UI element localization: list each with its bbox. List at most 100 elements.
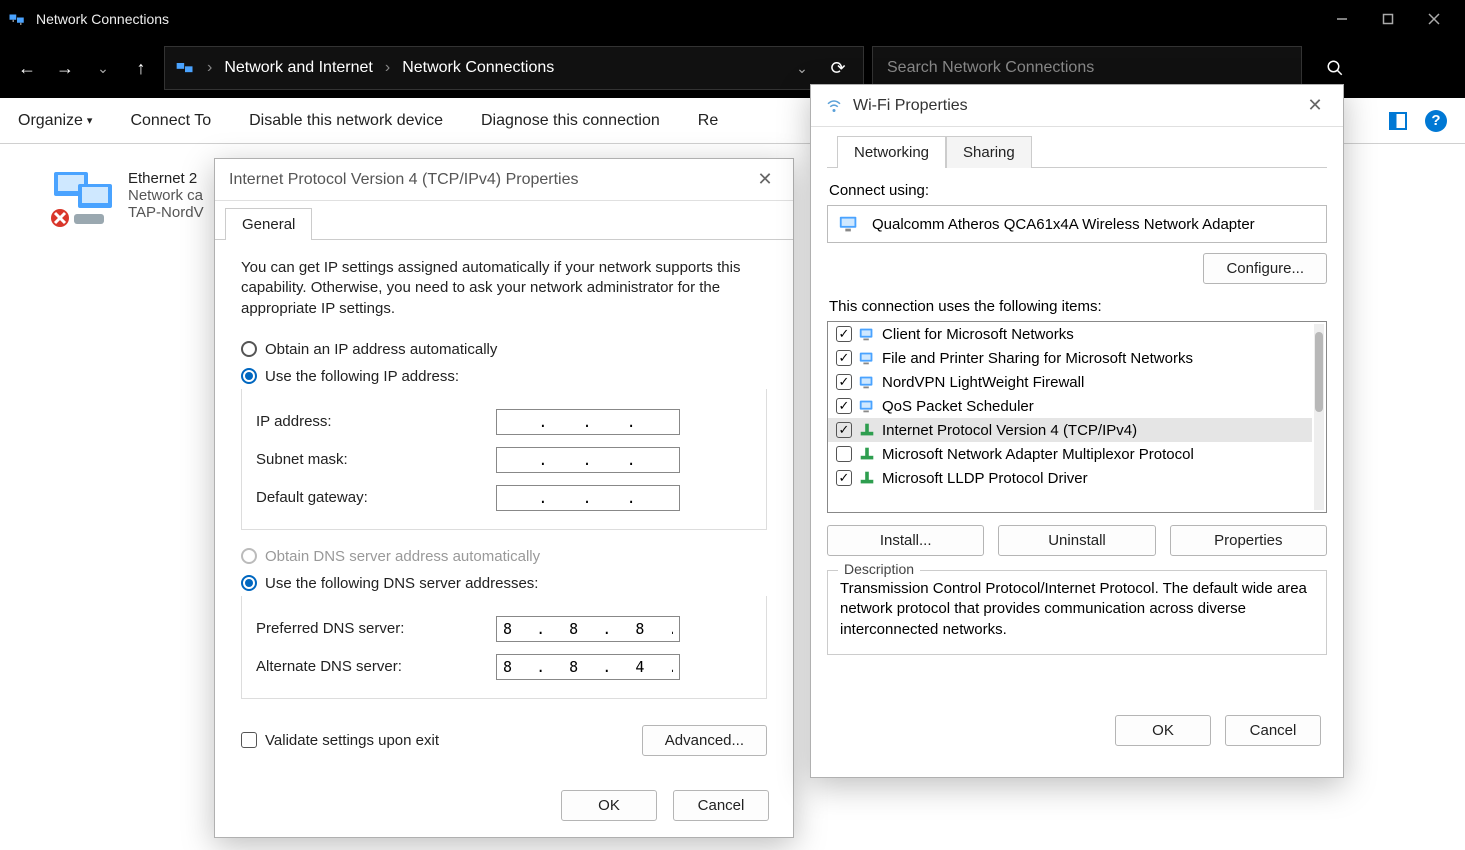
ipv4-cancel-button[interactable]: Cancel [673,790,769,821]
rename-button[interactable]: Re [698,112,718,130]
radio-static-ip[interactable]: Use the following IP address: [241,368,767,385]
forward-button[interactable]: → [50,53,80,83]
app-icon [8,10,26,28]
disable-device-button[interactable]: Disable this network device [249,112,443,130]
service-icon [858,373,876,391]
network-item[interactable]: QoS Packet Scheduler [828,394,1312,418]
ip-address-input[interactable] [496,409,680,435]
breadcrumb-1[interactable]: Network and Internet [224,59,373,77]
advanced-button[interactable]: Advanced... [642,725,767,756]
protocol-icon [858,469,876,487]
breadcrumb-sep-icon: › [385,59,390,77]
preferred-dns-input[interactable] [496,616,680,642]
checkbox-icon[interactable] [836,422,852,438]
radio-icon [241,341,257,357]
breadcrumb-sep-icon: › [207,59,212,77]
label-default-gateway: Default gateway: [256,489,496,506]
adapter-name: Qualcomm Atheros QCA61x4A Wireless Netwo… [872,216,1255,233]
install-button[interactable]: Install... [827,525,984,556]
network-items-list[interactable]: Client for Microsoft Networks File and Pr… [827,321,1327,513]
checkbox-icon[interactable] [836,374,852,390]
ipv4-properties-dialog: Internet Protocol Version 4 (TCP/IPv4) P… [214,158,794,838]
connect-to-button[interactable]: Connect To [130,112,211,130]
address-dropdown-button[interactable]: ⌄ [787,53,817,83]
ipv4-dialog-titlebar[interactable]: Internet Protocol Version 4 (TCP/IPv4) P… [215,159,793,201]
tab-sharing[interactable]: Sharing [946,136,1032,168]
back-button[interactable]: ← [12,53,42,83]
network-item-label: Microsoft LLDP Protocol Driver [882,470,1088,487]
ipv4-close-button[interactable]: ✕ [751,166,779,194]
wifi-dialog-titlebar[interactable]: Wi-Fi Properties ✕ [811,85,1343,127]
search-placeholder: Search Network Connections [887,59,1094,77]
connection-device: TAP-NordV [128,204,204,221]
default-gateway-input[interactable] [496,485,680,511]
ipv4-description: You can get IP settings assigned automat… [241,258,767,319]
subnet-mask-input[interactable] [496,447,680,473]
network-item-label: Microsoft Network Adapter Multiplexor Pr… [882,446,1194,463]
up-button[interactable]: ↑ [126,53,156,83]
network-item-label: QoS Packet Scheduler [882,398,1034,415]
label-alternate-dns: Alternate DNS server: [256,658,496,675]
checkbox-icon[interactable] [836,470,852,486]
adapter-field: Qualcomm Atheros QCA61x4A Wireless Netwo… [827,205,1327,243]
ethernet-icon [48,170,120,230]
checkbox-icon[interactable] [836,350,852,366]
radio-icon [241,368,257,384]
service-icon [858,397,876,415]
items-label: This connection uses the following items… [829,298,1325,315]
radio-static-dns[interactable]: Use the following DNS server addresses: [241,575,767,592]
network-item-label: NordVPN LightWeight Firewall [882,374,1084,391]
checkbox-icon[interactable] [836,446,852,462]
adapter-icon [838,214,860,234]
radio-icon [241,548,257,564]
refresh-button[interactable]: ⟳ [823,53,853,83]
scrollbar[interactable] [1314,324,1324,510]
network-item[interactable]: Client for Microsoft Networks [828,322,1312,346]
recent-locations-button[interactable]: ⌄ [88,53,118,83]
wifi-close-button[interactable]: ✕ [1301,92,1329,120]
wifi-ok-button[interactable]: OK [1115,715,1211,746]
diagnose-button[interactable]: Diagnose this connection [481,112,660,130]
description-group: Description Transmission Control Protoco… [827,570,1327,655]
maximize-button[interactable] [1365,0,1411,38]
help-button[interactable]: ? [1425,110,1447,132]
label-preferred-dns: Preferred DNS server: [256,620,496,637]
minimize-button[interactable] [1319,0,1365,38]
wifi-icon [825,97,843,115]
wifi-dialog-title: Wi-Fi Properties [853,97,968,115]
preview-pane-button[interactable] [1389,112,1407,130]
network-icon [175,58,195,78]
chevron-down-icon: ▾ [87,114,93,127]
description-text: Transmission Control Protocol/Internet P… [840,579,1314,640]
network-item[interactable]: File and Printer Sharing for Microsoft N… [828,346,1312,370]
label-subnet-mask: Subnet mask: [256,451,496,468]
validate-settings-checkbox[interactable]: Validate settings upon exit Advanced... [241,725,767,756]
ipv4-ok-button[interactable]: OK [561,790,657,821]
uninstall-button[interactable]: Uninstall [998,525,1155,556]
wifi-cancel-button[interactable]: Cancel [1225,715,1321,746]
organize-menu[interactable]: Organize ▾ [18,112,92,130]
ipv4-dialog-title: Internet Protocol Version 4 (TCP/IPv4) P… [229,171,578,189]
tab-networking[interactable]: Networking [837,136,946,168]
connection-item[interactable]: Ethernet 2 Network ca TAP-NordV [48,170,204,230]
breadcrumb-2[interactable]: Network Connections [402,59,554,77]
configure-button[interactable]: Configure... [1203,253,1327,284]
tab-general[interactable]: General [225,208,312,240]
network-item[interactable]: Microsoft LLDP Protocol Driver [828,466,1312,490]
checkbox-icon[interactable] [836,398,852,414]
window-titlebar: Network Connections [0,0,1465,38]
description-legend: Description [838,561,920,577]
network-item[interactable]: Microsoft Network Adapter Multiplexor Pr… [828,442,1312,466]
checkbox-icon[interactable] [836,326,852,342]
properties-button[interactable]: Properties [1170,525,1327,556]
checkbox-icon [241,732,257,748]
network-item[interactable]: Internet Protocol Version 4 (TCP/IPv4) [828,418,1312,442]
alternate-dns-input[interactable] [496,654,680,680]
address-bar[interactable]: › Network and Internet › Network Connect… [164,46,864,90]
close-window-button[interactable] [1411,0,1457,38]
radio-auto-ip[interactable]: Obtain an IP address automatically [241,341,767,358]
network-item[interactable]: NordVPN LightWeight Firewall [828,370,1312,394]
network-item-label: File and Printer Sharing for Microsoft N… [882,350,1193,367]
protocol-icon [858,445,876,463]
network-item-label: Client for Microsoft Networks [882,326,1074,343]
